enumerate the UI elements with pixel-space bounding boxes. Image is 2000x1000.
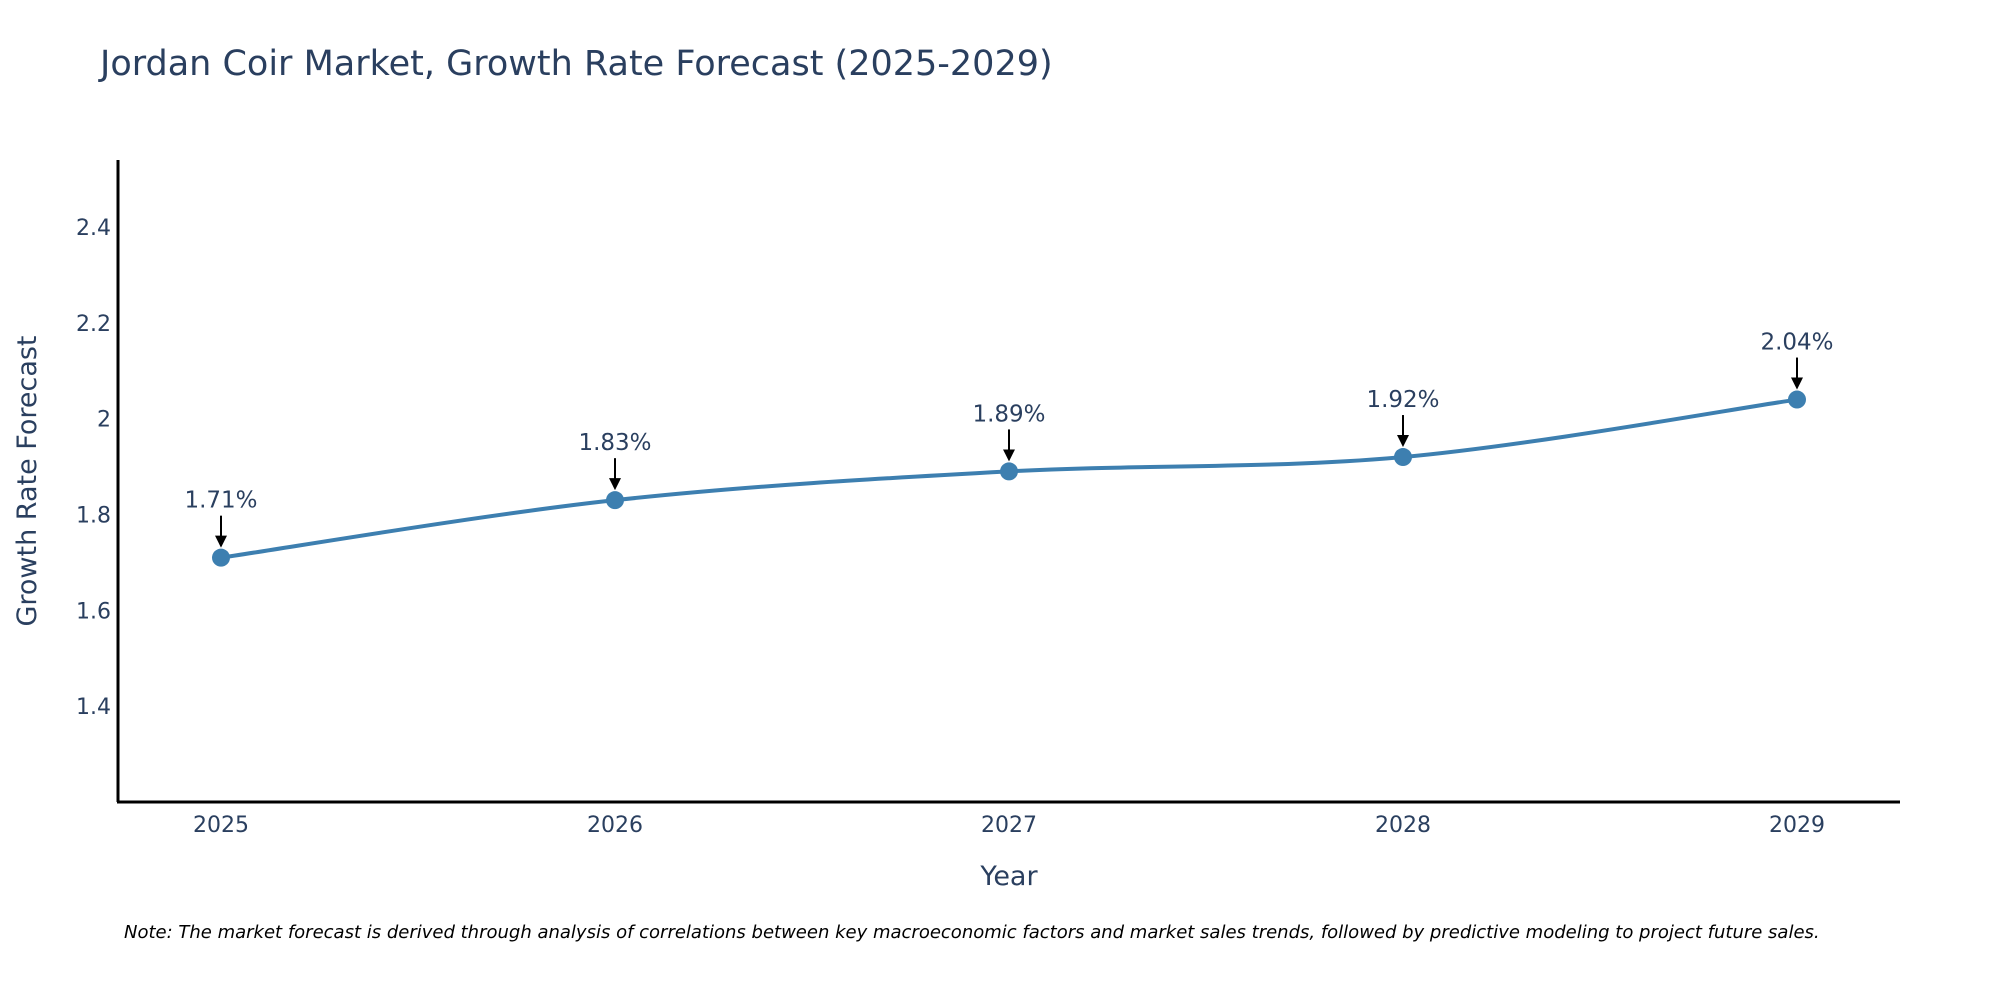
x-tick-label: 2026 [587, 813, 643, 838]
y-tick-label: 1.4 [76, 695, 111, 720]
data-label: 1.71% [184, 488, 257, 514]
x-tick-label: 2028 [1375, 813, 1431, 838]
y-tick-label: 2.4 [76, 216, 111, 241]
y-tick-label: 2 [97, 408, 111, 433]
y-tick-label: 1.8 [76, 504, 111, 529]
y-axis-title: Growth Rate Forecast [12, 335, 43, 626]
chart-note: Note: The market forecast is derived thr… [124, 922, 1820, 943]
data-label: 2.04% [1760, 330, 1833, 356]
y-tick-label: 1.6 [76, 599, 111, 624]
x-tick-label: 2029 [1769, 813, 1825, 838]
data-point [1394, 448, 1412, 467]
x-tick-label: 2027 [981, 813, 1037, 838]
data-point [1788, 390, 1806, 409]
y-tick-label: 2.2 [76, 312, 111, 337]
x-axis-title: Year [979, 861, 1038, 892]
data-label: 1.83% [578, 430, 651, 456]
data-point [1000, 462, 1018, 481]
chart-title: Jordan Coir Market, Growth Rate Forecast… [100, 44, 1053, 84]
data-label: 1.92% [1366, 387, 1439, 413]
data-label: 1.89% [972, 401, 1045, 427]
data-point [606, 491, 624, 510]
x-tick-label: 2025 [193, 813, 249, 838]
data-point [212, 548, 230, 567]
